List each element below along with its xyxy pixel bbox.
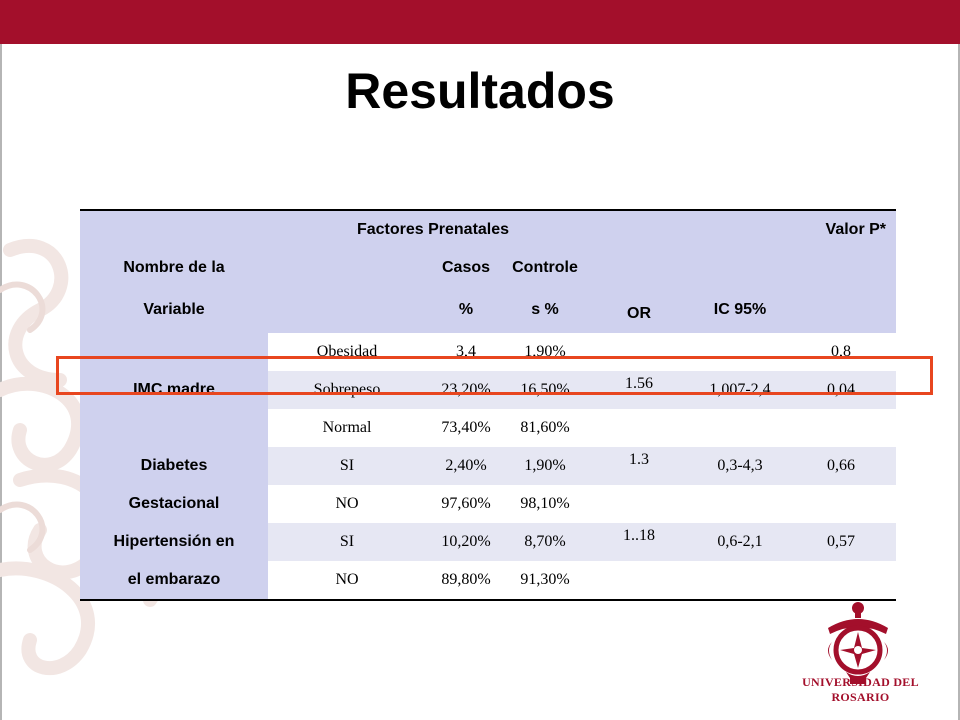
table-header-row: Nombre de la Casos Controle	[80, 249, 897, 287]
pvalue-cell: 0,04	[786, 371, 897, 409]
pvalue-cell	[786, 561, 897, 601]
or-cell	[584, 333, 694, 371]
slide-title: Resultados	[345, 63, 615, 119]
casos-cell: 3,4	[426, 333, 506, 371]
university-name: UNIVERSIDAD DEL ROSARIO	[802, 675, 919, 704]
ic-cell	[694, 409, 787, 447]
table-row: IMC madre Sobrepeso 23,20% 16,50% 1.56 1…	[80, 371, 897, 409]
category-cell: SI	[268, 447, 426, 485]
ic-cell	[694, 485, 787, 523]
casos-cell: 89,80%	[426, 561, 506, 601]
or-cell: 1.56	[625, 375, 653, 392]
casos-cell: 23,20%	[426, 371, 506, 409]
controles-cell: 1,90%	[506, 333, 584, 371]
ic-header: IC 95%	[694, 287, 787, 333]
ic-cell	[694, 561, 787, 601]
casos-header-line2: %	[426, 287, 506, 333]
table-header-row: Factores Prenatales Valor P*	[80, 209, 897, 249]
or-cell	[584, 409, 694, 447]
ic-cell: 0,3-4,3	[694, 447, 787, 485]
or-header: OR	[584, 287, 694, 333]
university-crest-icon	[828, 602, 888, 684]
pvalue-cell	[786, 409, 897, 447]
variable-label: el embarazo	[80, 561, 268, 601]
or-cell	[584, 485, 694, 523]
pvalue-header: Valor P*	[786, 209, 897, 249]
group-header: Factores Prenatales	[80, 209, 787, 249]
ic-cell: 0,6-2,1	[694, 523, 787, 561]
variable-header-line2: Variable	[80, 287, 268, 333]
results-table: Factores Prenatales Valor P* Nombre de l…	[80, 209, 897, 601]
or-cell: 1.3	[629, 451, 649, 468]
pvalue-cell: 0,66	[786, 447, 897, 485]
controles-cell: 98,10%	[506, 485, 584, 523]
casos-cell: 73,40%	[426, 409, 506, 447]
category-cell: SI	[268, 523, 426, 561]
ic-cell	[694, 333, 787, 371]
or-cell: 1..18	[623, 527, 655, 544]
pvalue-cell: 0,57	[786, 523, 897, 561]
pvalue-cell: 0,8	[786, 333, 897, 371]
controles-header-line2: s %	[506, 287, 584, 333]
table-row: el embarazo NO 89,80% 91,30%	[80, 561, 897, 601]
casos-cell: 2,40%	[426, 447, 506, 485]
pvalue-cell	[786, 485, 897, 523]
table-row: Diabetes SI 2,40% 1,90% 1.3 0,3-4,3 0,66	[80, 447, 897, 485]
table-row: Gestacional NO 97,60% 98,10%	[80, 485, 897, 523]
slide-frame-right	[958, 44, 960, 720]
casos-cell: 10,20%	[426, 523, 506, 561]
variable-label: Hipertensión en	[80, 523, 268, 561]
controles-cell: 8,70%	[506, 523, 584, 561]
table-row: Normal 73,40% 81,60%	[80, 409, 897, 447]
category-cell: NO	[268, 561, 426, 601]
category-cell: Normal	[268, 409, 426, 447]
controles-cell: 81,60%	[506, 409, 584, 447]
controles-cell: 91,30%	[506, 561, 584, 601]
table-header-row: Variable % s % OR IC 95%	[80, 287, 897, 333]
or-cell	[584, 561, 694, 601]
controles-cell: 1,90%	[506, 447, 584, 485]
variable-label	[80, 333, 268, 371]
casos-cell: 97,60%	[426, 485, 506, 523]
category-cell: NO	[268, 485, 426, 523]
top-bar	[0, 0, 960, 44]
category-cell: Obesidad	[268, 333, 426, 371]
variable-label: IMC madre	[80, 371, 268, 409]
variable-label: Diabetes	[80, 447, 268, 485]
table-row: Obesidad 3,4 1,90% 0,8	[80, 333, 897, 371]
variable-label	[80, 409, 268, 447]
table-row: Hipertensión en SI 10,20% 8,70% 1..18 0,…	[80, 523, 897, 561]
variable-header-line1: Nombre de la	[80, 249, 268, 287]
highlight-box	[56, 356, 933, 395]
variable-label: Gestacional	[80, 485, 268, 523]
casos-header-line1: Casos	[426, 249, 506, 287]
controles-header-line1: Controle	[506, 249, 584, 287]
